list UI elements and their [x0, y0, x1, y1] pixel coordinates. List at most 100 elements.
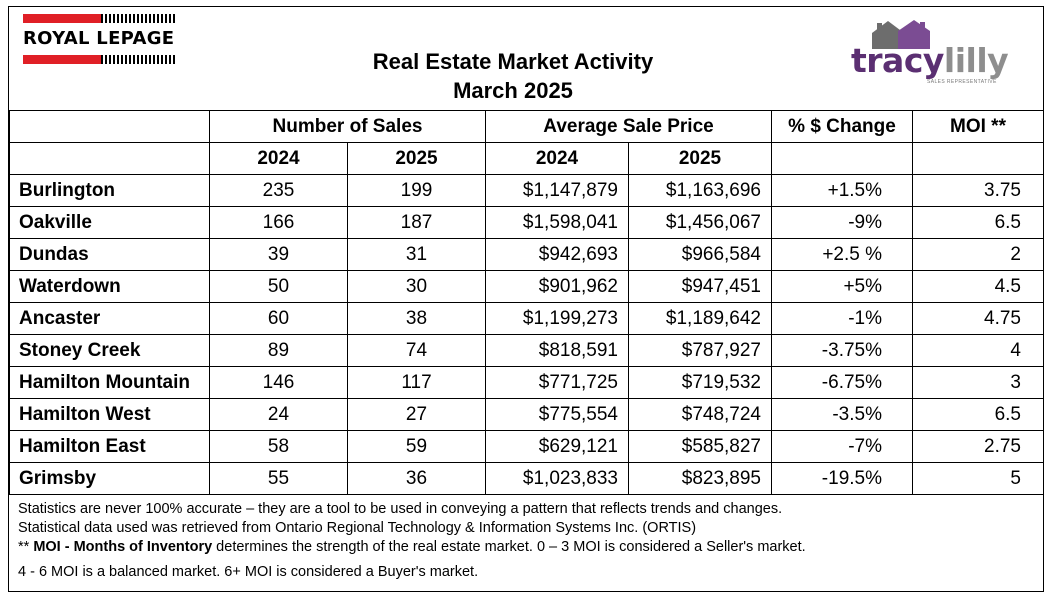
note-accuracy: Statistics are never 100% accurate – the…: [18, 501, 783, 517]
logo-barcode-bottom: [101, 55, 175, 64]
logo-barcode-top: [101, 14, 175, 23]
tracylilly-subtitle: SALES REPRESENTATIVE: [927, 79, 997, 85]
cell-area: Oakville: [9, 206, 210, 239]
logo-red-bar-bottom: [23, 55, 175, 64]
note-moi-term: MOI - Months of Inventory: [33, 539, 213, 555]
cell-moi: 6.5: [912, 398, 1044, 431]
cell-sales-2025: 74: [347, 334, 486, 367]
cell-price-2025: $1,189,642: [628, 302, 772, 335]
report-header: ROYAL LEPAGE Real Estate Market Activity…: [9, 7, 1043, 110]
cell-price-2024: $1,199,273: [485, 302, 629, 335]
cell-sales-2024: 235: [209, 174, 348, 207]
note-moi-prefix: **: [18, 539, 34, 555]
cell-price-2025: $1,163,696: [628, 174, 772, 207]
header-percent-change: % $ Change: [771, 110, 913, 143]
note-moi-rest: determines the strength of the real esta…: [212, 539, 806, 555]
cell-sales-2024: 50: [209, 270, 348, 303]
cell-percent-change: -19.5%: [771, 462, 913, 495]
cell-moi: 6.5: [912, 206, 1044, 239]
cell-price-2024: $1,147,879: [485, 174, 629, 207]
cell-price-2025: $1,456,067: [628, 206, 772, 239]
cell-price-2024: $1,598,041: [485, 206, 629, 239]
logo-red-bar-top: [23, 14, 175, 23]
header-sales-2025: 2025: [347, 142, 486, 175]
title-line-2: March 2025: [453, 78, 573, 103]
cell-price-2024: $1,023,833: [485, 462, 629, 495]
table-row: Hamilton Mountain 146 117 $771,725 $719,532-…: [9, 366, 1044, 399]
cell-percent-change: +5%: [771, 270, 913, 303]
table-body: Burlington 235 199 $1,147,879 $1,163,696 +1.5…: [9, 174, 1044, 495]
cell-moi: 2: [912, 238, 1044, 271]
footnotes: Statistics are never 100% accurate – the…: [18, 500, 1034, 582]
header-blank: [9, 110, 210, 143]
table-row: Grimsby 55 36 $1,023,833 $823,895 -19.5% 5: [9, 462, 1044, 495]
year-header-moi-blank: [912, 142, 1044, 175]
house-icon: [872, 20, 930, 49]
cell-price-2025: $823,895: [628, 462, 772, 495]
cell-percent-change: -6.75%: [771, 366, 913, 399]
cell-sales-2024: 58: [209, 430, 348, 463]
cell-percent-change: -9%: [771, 206, 913, 239]
cell-sales-2024: 166: [209, 206, 348, 239]
group-header-row: Number of Sales Average Sale Price % $ C…: [9, 110, 1044, 143]
cell-price-2024: $818,591: [485, 334, 629, 367]
cell-area: Stoney Creek: [9, 334, 210, 367]
table-row: Dundas 39 31 $942,693 $966,584 +2.5 % 2: [9, 238, 1044, 271]
royal-lepage-wordmark: ROYAL LEPAGE: [23, 28, 175, 49]
cell-percent-change: +1.5%: [771, 174, 913, 207]
cell-price-2025: $966,584: [628, 238, 772, 271]
cell-sales-2025: 199: [347, 174, 486, 207]
cell-sales-2024: 55: [209, 462, 348, 495]
cell-price-2025: $748,724: [628, 398, 772, 431]
royal-lepage-logo: ROYAL LEPAGE: [23, 14, 175, 64]
cell-sales-2024: 39: [209, 238, 348, 271]
title-line-1: Real Estate Market Activity: [372, 49, 654, 74]
cell-moi: 3.75: [912, 174, 1044, 207]
cell-sales-2025: 31: [347, 238, 486, 271]
cell-sales-2025: 38: [347, 302, 486, 335]
table-row: Hamilton East 58 59 $629,121 $585,827 -7% 2.75: [9, 430, 1044, 463]
cell-sales-2025: 187: [347, 206, 486, 239]
cell-price-2025: $585,827: [628, 430, 772, 463]
cell-price-2024: $901,962: [485, 270, 629, 303]
cell-area: Hamilton East: [9, 430, 210, 463]
cell-area: Hamilton West: [9, 398, 210, 431]
cell-price-2024: $942,693: [485, 238, 629, 271]
cell-sales-2025: 117: [347, 366, 486, 399]
header-average-sale-price: Average Sale Price: [485, 110, 772, 143]
cell-sales-2025: 36: [347, 462, 486, 495]
cell-moi: 4.75: [912, 302, 1044, 335]
header-price-2024: 2024: [485, 142, 629, 175]
year-header-change-blank: [771, 142, 913, 175]
cell-area: Burlington: [9, 174, 210, 207]
cell-price-2025: $719,532: [628, 366, 772, 399]
year-header-blank: [9, 142, 210, 175]
header-sales-2024: 2024: [209, 142, 348, 175]
market-activity-table: Number of Sales Average Sale Price % $ C…: [9, 110, 1044, 495]
year-header-row: 2024 2025 2024 2025: [9, 142, 1044, 175]
cell-sales-2025: 59: [347, 430, 486, 463]
cell-price-2024: $771,725: [485, 366, 629, 399]
note-source: Statistical data used was retrieved from…: [18, 520, 697, 536]
cell-moi: 4: [912, 334, 1044, 367]
table-row: Stoney Creek 89 74 $818,591 $787,927 -3.75% 4: [9, 334, 1044, 367]
cell-area: Hamilton Mountain: [9, 366, 210, 399]
cell-area: Grimsby: [9, 462, 210, 495]
note-moi-scale: 4 - 6 MOI is a balanced market. 6+ MOI i…: [18, 564, 479, 580]
market-report-sheet: ROYAL LEPAGE Real Estate Market Activity…: [8, 6, 1044, 592]
wordmark-tracy: tracy: [851, 41, 944, 80]
cell-sales-2024: 60: [209, 302, 348, 335]
cell-area: Waterdown: [9, 270, 210, 303]
cell-price-2024: $629,121: [485, 430, 629, 463]
cell-percent-change: -3.5%: [771, 398, 913, 431]
cell-moi: 5: [912, 462, 1044, 495]
cell-area: Dundas: [9, 238, 210, 271]
table-row: Ancaster 60 38 $1,199,273 $1,189,642 -1% 4.75: [9, 302, 1044, 335]
cell-percent-change: -1%: [771, 302, 913, 335]
table-row: Burlington 235 199 $1,147,879 $1,163,696 +1.5…: [9, 174, 1044, 207]
cell-moi: 4.5: [912, 270, 1044, 303]
cell-sales-2024: 89: [209, 334, 348, 367]
table-row: Oakville 166 187 $1,598,041 $1,456,067 -9% 6.5: [9, 206, 1044, 239]
cell-sales-2025: 27: [347, 398, 486, 431]
tracylilly-wordmark: tracylilly: [851, 41, 1009, 80]
